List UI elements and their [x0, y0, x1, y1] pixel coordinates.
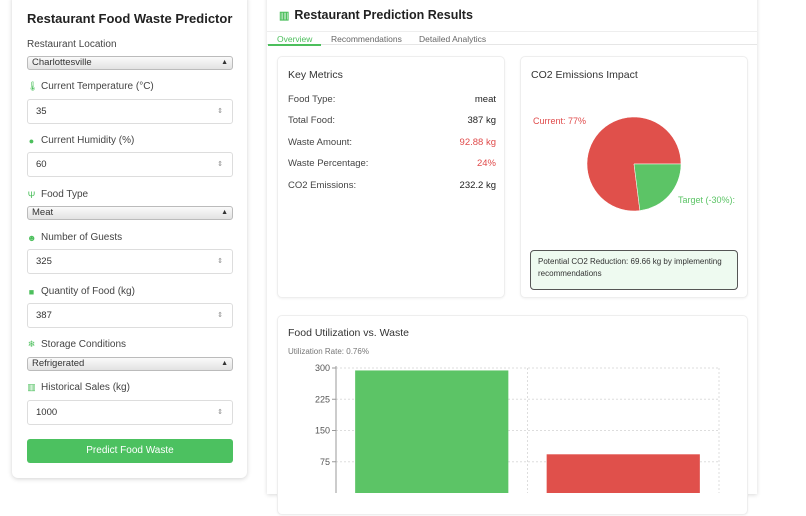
bar	[355, 370, 509, 493]
location-label-text: Restaurant Location	[27, 39, 117, 50]
tab-recommendations[interactable]: Recommendations	[331, 34, 402, 44]
temperature-value: 35	[36, 106, 47, 117]
metric-row: Food Type: meat	[288, 94, 496, 105]
co2-pie-chart: Current: 77% Target (-30%):	[533, 116, 735, 212]
storage-value: Refrigerated	[32, 358, 85, 369]
spinner-icon[interactable]: ⇕	[217, 108, 223, 115]
storage-label-text: Storage Conditions	[41, 339, 127, 350]
guests-label: ☻ Number of Guests	[27, 232, 122, 243]
metric-row: Waste Amount: 92.88 kg	[288, 137, 496, 148]
sales-value: 1000	[36, 407, 58, 418]
quantity-input[interactable]: 387 ⇕	[27, 303, 233, 328]
metric-label: Waste Amount:	[288, 137, 353, 148]
humidity-label-text: Current Humidity (%)	[41, 135, 135, 146]
tab-detailed-analytics[interactable]: Detailed Analytics	[419, 34, 487, 44]
utilization-card: Food Utilization vs. Waste Utilization R…	[277, 315, 748, 515]
quantity-label-text: Quantity of Food (kg)	[41, 286, 135, 297]
quantity-value: 387	[36, 310, 52, 321]
pie-slice-target	[633, 163, 682, 211]
droplet-icon: ●	[28, 135, 35, 146]
spinner-icon[interactable]: ⇕	[217, 409, 223, 416]
location-select[interactable]: Charlottesville ▲	[27, 56, 233, 70]
guests-input[interactable]: 325 ⇕	[27, 249, 233, 274]
select-arrows-icon: ▲	[221, 360, 228, 367]
sales-label: ▥ Historical Sales (kg)	[27, 382, 130, 393]
key-metrics-title: Key Metrics	[288, 69, 343, 81]
users-icon: ☻	[27, 232, 37, 243]
spinner-icon[interactable]: ⇕	[217, 161, 223, 168]
co2-reduction-note: Potential CO2 Reduction: 69.66 kg by imp…	[530, 250, 738, 290]
tab-overview[interactable]: Overview	[268, 34, 322, 46]
pie-label-target: Target (-30%):	[678, 195, 735, 205]
guests-label-text: Number of Guests	[41, 232, 123, 243]
sales-input[interactable]: 1000 ⇕	[27, 400, 233, 425]
quantity-label: ■ Quantity of Food (kg)	[27, 286, 135, 297]
metric-row: CO2 Emissions: 232.2 kg	[288, 180, 496, 191]
sales-label-text: Historical Sales (kg)	[41, 382, 130, 393]
metric-value: 92.88 kg	[459, 137, 496, 148]
metric-label: Total Food:	[288, 115, 335, 126]
metric-value: meat	[474, 94, 496, 105]
temperature-input[interactable]: 35 ⇕	[27, 99, 233, 124]
scale-icon: ■	[28, 286, 35, 297]
bar-chart-icon: ▥	[279, 9, 290, 22]
metric-label: CO2 Emissions:	[288, 180, 357, 191]
storage-select[interactable]: Refrigerated ▲	[27, 357, 233, 371]
metric-value: 24%	[476, 158, 496, 169]
food-type-value: Meat	[32, 207, 54, 218]
y-tick-label: 75	[320, 457, 330, 467]
results-title: Restaurant Prediction Results	[294, 8, 473, 22]
tab-bar: Overview Recommendations Detailed Analyt…	[267, 31, 757, 46]
y-tick-label: 300	[315, 363, 330, 373]
location-value: Charlottesville	[32, 57, 92, 68]
y-tick-label: 225	[315, 394, 330, 404]
food-type-label-text: Food Type	[41, 189, 89, 200]
food-type-label: Ψ Food Type	[27, 189, 88, 200]
predict-button[interactable]: Predict Food Waste	[27, 439, 233, 463]
utilization-rate: Utilization Rate: 0.76%	[288, 347, 369, 356]
spinner-icon[interactable]: ⇕	[217, 312, 223, 319]
guests-value: 325	[36, 256, 52, 267]
results-panel: ▥ Restaurant Prediction Results Overview…	[267, 0, 757, 515]
metric-value: 232.2 kg	[459, 180, 496, 191]
humidity-input[interactable]: 60 ⇕	[27, 152, 233, 177]
food-type-select[interactable]: Meat ▲	[27, 206, 233, 220]
pie-label-current: Current: 77%	[533, 116, 586, 126]
results-header: ▥ Restaurant Prediction Results	[279, 8, 473, 22]
location-label: Restaurant Location	[27, 39, 117, 50]
prediction-form-panel: Restaurant Food Waste Predictor Restaura…	[12, 0, 247, 478]
storage-label: ❄ Storage Conditions	[27, 339, 126, 350]
utensils-icon: Ψ	[27, 189, 36, 200]
key-metrics-card: Key Metrics Food Type: meat Total Food: 38…	[277, 56, 505, 298]
metric-row: Total Food: 387 kg	[288, 115, 496, 126]
utilization-bar-chart: 300 225 150 75	[315, 363, 720, 493]
form-title: Restaurant Food Waste Predictor	[27, 11, 233, 26]
thermometer-icon: 🌡	[27, 81, 39, 91]
bar	[546, 454, 700, 493]
select-arrows-icon: ▲	[221, 209, 228, 216]
spinner-icon[interactable]: ⇕	[217, 258, 223, 265]
co2-card: CO2 Emissions Impact Current: 77% Target…	[520, 56, 748, 298]
utilization-title: Food Utilization vs. Waste	[288, 327, 409, 339]
humidity-value: 60	[36, 159, 47, 170]
metric-row: Waste Percentage: 24%	[288, 158, 496, 169]
metric-label: Food Type:	[288, 94, 336, 105]
snowflake-icon: ❄	[27, 339, 36, 349]
co2-title: CO2 Emissions Impact	[531, 69, 638, 81]
select-arrows-icon: ▲	[221, 59, 228, 66]
metric-label: Waste Percentage:	[288, 158, 369, 169]
chart-icon: ▥	[27, 382, 36, 392]
humidity-label: ● Current Humidity (%)	[27, 135, 135, 146]
metric-value: 387 kg	[467, 115, 496, 126]
temperature-label: 🌡 Current Temperature (°C)	[27, 81, 154, 92]
y-tick-label: 150	[315, 426, 330, 436]
temperature-label-text: Current Temperature (°C)	[41, 81, 154, 92]
